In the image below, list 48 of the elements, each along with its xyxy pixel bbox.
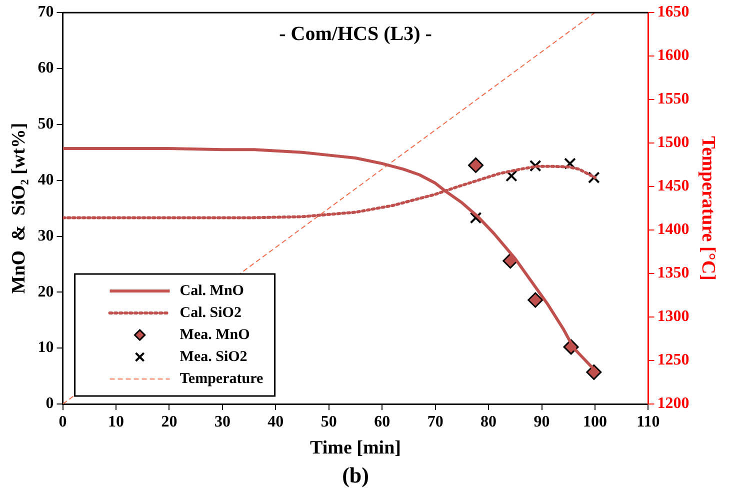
x-tick-label: 40 — [268, 414, 284, 431]
point — [529, 160, 542, 172]
text: - Com/HCS (L3) - — [279, 22, 432, 45]
y-tick-label: 50 — [38, 116, 54, 133]
text: (b) — [342, 462, 369, 488]
y2-tick-label: 1300 — [657, 308, 690, 326]
x-tick-label: 20 — [161, 414, 178, 431]
y-tick-label: 40 — [38, 171, 54, 188]
x-tick-label: 0 — [58, 414, 67, 431]
x-tick-label: 60 — [374, 414, 390, 431]
x-tick-label: 80 — [480, 414, 497, 431]
y2-tick-label: 1350 — [657, 264, 690, 282]
legend-label: Cal. SiO2 — [180, 304, 242, 321]
y-tick-label: 0 — [46, 395, 54, 412]
x-tick-label: 100 — [582, 414, 607, 431]
point — [470, 212, 482, 224]
legend-label: Temperature — [180, 370, 264, 387]
legend-label: Mea. SiO2 — [180, 348, 248, 365]
y-tick-label: 10 — [38, 339, 54, 356]
y-tick-label: 60 — [38, 60, 54, 77]
point — [528, 292, 544, 308]
x-tick-label: 90 — [534, 414, 550, 431]
y2-tick-label: 1550 — [657, 90, 690, 108]
point — [468, 157, 484, 173]
y2-tick-label: 1600 — [657, 47, 690, 64]
x-tick-label: 50 — [320, 414, 337, 431]
x-axis-title: Time [min] — [310, 438, 401, 459]
y-axis-title: MnO & SiO₂ [wt%] — [8, 122, 30, 294]
y-tick-label: 20 — [38, 283, 54, 300]
x-tick-label: 70 — [427, 414, 444, 431]
point — [588, 172, 600, 184]
x-tick-label: 110 — [636, 414, 660, 431]
y-tick-label: 70 — [38, 4, 54, 21]
y2-tick-label: 1200 — [657, 395, 690, 412]
y2-axis-title: Temperature [°C] — [698, 136, 719, 280]
y-tick-label: 30 — [38, 227, 54, 244]
legend-label: Cal. MnO — [180, 282, 244, 299]
point — [564, 158, 576, 170]
y2-tick-label: 1250 — [657, 352, 690, 369]
x-tick-label: 10 — [108, 414, 124, 431]
legend-label: Mea. MnO — [180, 326, 250, 343]
y2-tick-label: 1500 — [657, 134, 690, 152]
point — [586, 364, 602, 380]
y2-tick-label: 1450 — [657, 178, 690, 195]
x-tick-label: 30 — [214, 414, 230, 431]
y2-tick-label: 1400 — [657, 221, 690, 238]
point — [505, 170, 518, 182]
y2-tick-label: 1650 — [657, 4, 690, 21]
